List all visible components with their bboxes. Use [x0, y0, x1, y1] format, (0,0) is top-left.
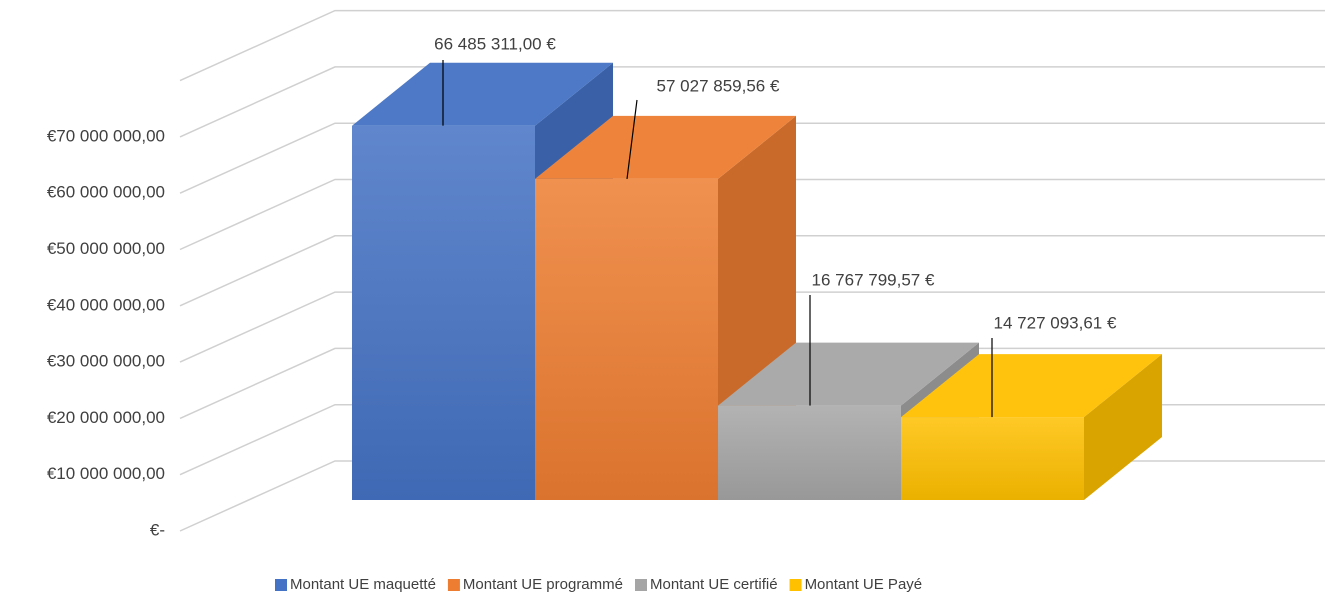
y-tick-label: €40 000 000,00: [47, 295, 165, 314]
legend-label: Montant UE programmé: [463, 576, 623, 593]
bar: [901, 417, 1084, 500]
data-label: 14 727 093,61 €: [994, 313, 1117, 332]
legend-label: Montant UE certifié: [650, 576, 778, 593]
grid-line: [179, 347, 1325, 420]
grid-line: [179, 66, 1325, 138]
data-label: 16 767 799,57 €: [812, 270, 935, 289]
bar-top: [352, 62, 613, 126]
legend-swatch: [789, 579, 802, 591]
grid-line: [179, 122, 1325, 194]
y-tick-label: €10 000 000,00: [47, 464, 165, 483]
legend-label: Montant UE Payé: [805, 576, 923, 593]
y-tick-label: €-: [150, 520, 165, 539]
leader-line: [626, 99, 638, 180]
y-tick-label: €50 000 000,00: [47, 239, 165, 258]
legend-swatch: [275, 579, 287, 591]
y-tick-label: €30 000 000,00: [47, 352, 165, 371]
bar-top: [901, 354, 1162, 418]
grid-line: [179, 178, 1325, 251]
grid-line: [179, 9, 1325, 82]
y-tick-label: €60 000 000,00: [47, 183, 165, 202]
y-tick-label: €70 000 000,00: [47, 126, 165, 145]
grid-line: [179, 235, 1325, 307]
grid-line: [179, 291, 1325, 363]
y-tick-label: €20 000 000,00: [47, 408, 165, 427]
bar: [718, 405, 901, 500]
legend-swatch: [635, 579, 647, 591]
bar: [352, 125, 535, 501]
bar-side: [1084, 354, 1162, 500]
data-label: 57 027 859,56 €: [657, 76, 780, 95]
data-label: 66 485 311,00 €: [434, 34, 556, 53]
bar: [535, 178, 718, 500]
bar-top: [718, 342, 979, 406]
bar-top: [535, 115, 796, 179]
legend-swatch: [447, 579, 460, 591]
legend-label: Montant UE maquetté: [290, 576, 436, 593]
